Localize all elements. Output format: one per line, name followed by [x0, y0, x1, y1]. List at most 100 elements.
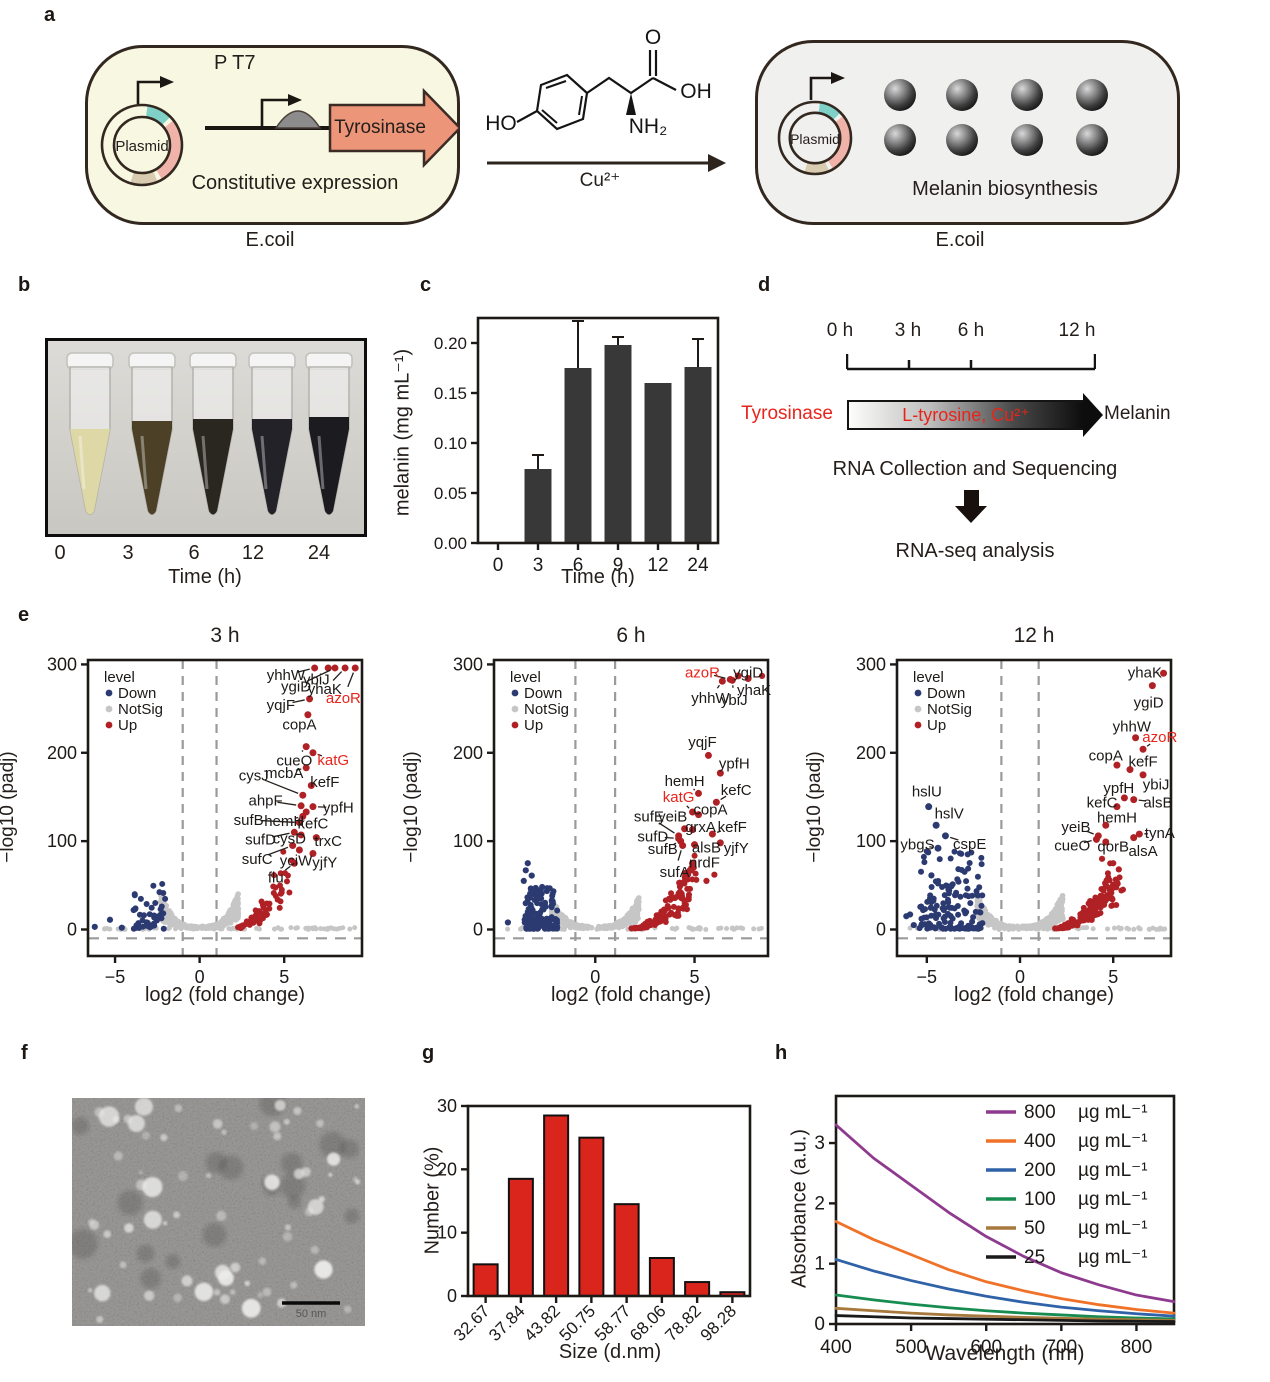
c-xlabel: Time (h) — [561, 566, 635, 588]
svg-text:yjfY: yjfY — [724, 840, 749, 857]
b-tick-0: 0 — [54, 542, 66, 564]
svg-text:100: 100 — [856, 831, 886, 851]
svg-text:yqjF: yqjF — [688, 734, 716, 751]
down-arrow-icon — [964, 490, 979, 506]
plasmid-promoter-arrow-right — [809, 76, 831, 100]
svg-text:68.06: 68.06 — [626, 1301, 670, 1345]
d-step2-label: RNA-seq analysis — [895, 540, 1055, 562]
melanin-cell-diagram — [777, 72, 1108, 176]
svg-text:sufD: sufD — [245, 831, 276, 848]
tyrosinase-label: Tyrosinase — [334, 117, 426, 138]
melanin-bar-chart: 0.00 0.05 0.10 0.15 0.20 0 3 6 9 12 24 — [434, 316, 720, 576]
panel-letter-h: h — [775, 1042, 788, 1064]
svg-text:cueO: cueO — [276, 753, 312, 770]
panel-letter-e: e — [18, 604, 30, 626]
svg-text:yhaK: yhaK — [308, 681, 342, 698]
scale-bar-label: 50 nm — [296, 1308, 327, 1320]
svg-text:sufC: sufC — [242, 851, 273, 868]
melanin-biosynthesis-caption: Melanin biosynthesis — [912, 178, 1098, 200]
svg-text:50.75: 50.75 — [556, 1301, 600, 1345]
svg-text:0: 0 — [473, 919, 483, 939]
svg-text:cueO: cueO — [1054, 838, 1090, 855]
svg-text:0.05: 0.05 — [434, 484, 467, 503]
reaction-arrow — [487, 154, 726, 172]
svg-text:32.67: 32.67 — [450, 1301, 494, 1345]
svg-text:ybiJ: ybiJ — [303, 671, 330, 688]
svg-text:ygiD: ygiD — [733, 664, 763, 681]
plasmid-diagram-right — [777, 100, 853, 176]
b-xlabel: Time (h) — [168, 566, 242, 588]
svg-text:700: 700 — [1045, 1337, 1077, 1358]
svg-text:0: 0 — [67, 919, 77, 939]
svg-text:58.77: 58.77 — [591, 1301, 635, 1345]
volcano-3h-xlabel: log2 (fold change) — [144, 984, 306, 1006]
panel-letter-d: d — [758, 274, 771, 296]
nh2-label: NH₂ — [629, 115, 667, 138]
svg-text:200: 200 — [453, 743, 483, 763]
svg-text:grxA: grxA — [685, 819, 716, 836]
volcano-plot-3h: −5 0 50100200300levelDownNotSigUpyhhWybiJy… — [47, 654, 364, 987]
volcano-6h-title: 6 h — [616, 624, 646, 647]
svg-text:500: 500 — [895, 1337, 927, 1358]
svg-text:600: 600 — [970, 1337, 1002, 1358]
svg-text:azoR: azoR — [326, 690, 361, 707]
svg-text:kefF: kefF — [1128, 754, 1157, 771]
svg-text:sufD: sufD — [637, 829, 668, 846]
svg-text:0.00: 0.00 — [434, 534, 467, 553]
svg-text:yqjF: yqjF — [267, 697, 295, 714]
svg-text:200: 200 — [856, 743, 886, 763]
svg-text:mcbA: mcbA — [265, 765, 303, 782]
svg-text:NotSig: NotSig — [524, 701, 569, 718]
svg-text:Up: Up — [927, 717, 946, 734]
b-tick-3: 3 — [122, 542, 134, 564]
svg-text:sufB: sufB — [234, 812, 264, 829]
g-ylabel: Number (%) — [421, 1146, 444, 1255]
plasmid-label-right: Plasmid — [790, 131, 840, 147]
svg-text:katG: katG — [317, 752, 349, 769]
svg-text:hemH: hemH — [665, 773, 705, 790]
svg-text:0: 0 — [876, 919, 886, 939]
svg-text:ypfH: ypfH — [719, 755, 750, 772]
o-label: O — [645, 26, 661, 49]
svg-text:ygiD: ygiD — [281, 679, 311, 696]
svg-text:37.84: 37.84 — [485, 1301, 529, 1345]
svg-text:Up: Up — [524, 717, 543, 734]
panel-letter-f: f — [21, 1042, 28, 1064]
timeline-bracket — [846, 354, 1096, 371]
svg-text:100: 100 — [453, 831, 483, 851]
tem-image: 50 nm — [72, 1098, 365, 1326]
d-gradient-arrow-body: L-tyrosine, Cu²⁺ — [847, 400, 1085, 430]
plasmid-label-left: Plasmid — [115, 138, 169, 155]
svg-text:6: 6 — [573, 555, 584, 576]
svg-text:1: 1 — [814, 1254, 825, 1275]
stereo-wedge-bond — [626, 93, 636, 115]
svg-text:9: 9 — [613, 555, 624, 576]
svg-text:hslV: hslV — [935, 806, 964, 823]
d-tyrosinase-label: Tyrosinase — [741, 403, 833, 424]
svg-text:3: 3 — [814, 1133, 825, 1154]
svg-text:nrdF: nrdF — [689, 854, 720, 871]
svg-text:kefC: kefC — [1087, 794, 1118, 811]
svg-text:qorB: qorB — [1097, 838, 1129, 855]
tube-photo-graphic — [66, 352, 353, 516]
svg-text:copA: copA — [1089, 747, 1123, 764]
cu2-catalyst-label: Cu²⁺ — [579, 170, 621, 191]
svg-text:sufA: sufA — [660, 864, 690, 881]
svg-text:hslU: hslU — [912, 784, 942, 801]
svg-text:5: 5 — [1108, 967, 1118, 987]
svg-text:300: 300 — [453, 654, 483, 674]
volcano-6h-ylabel: −log10 (padj) — [401, 751, 422, 863]
svg-text:0: 0 — [814, 1314, 825, 1335]
svg-text:alsB: alsB — [692, 839, 721, 856]
svg-text:5: 5 — [279, 967, 289, 987]
svg-text:hemH: hemH — [1097, 809, 1137, 826]
svg-text:2: 2 — [814, 1193, 825, 1214]
svg-text:20: 20 — [437, 1159, 457, 1179]
svg-text:5: 5 — [690, 967, 700, 987]
oh-label: OH — [680, 80, 712, 103]
polymerase-bump — [274, 110, 322, 129]
